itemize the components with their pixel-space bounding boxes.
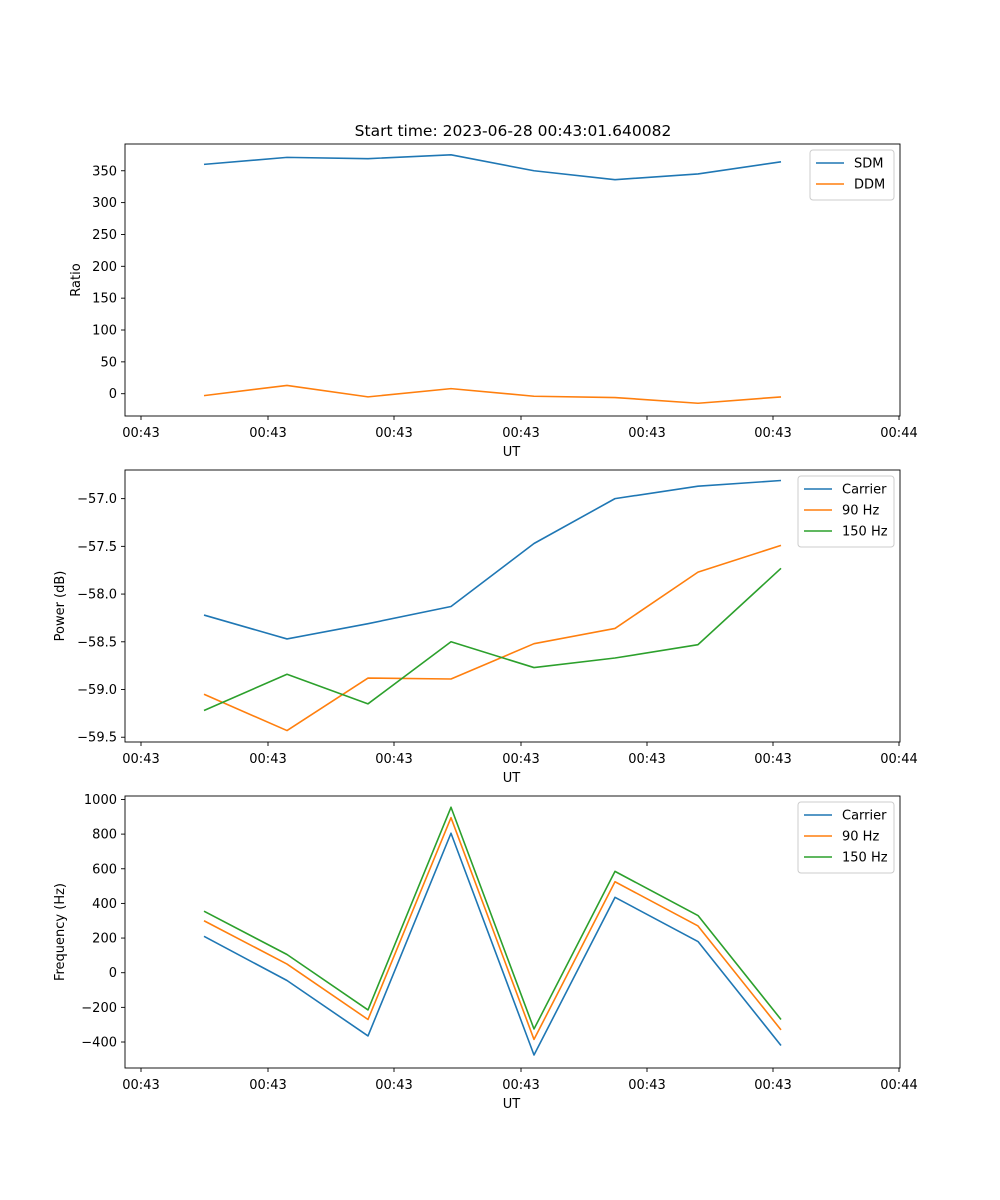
series-line-ddm	[203, 384, 782, 405]
x-tick-label: 00:43	[628, 426, 665, 441]
x-tick-label: 00:44	[880, 426, 917, 441]
series-lines	[203, 479, 782, 732]
x-tick-label: 00:43	[375, 1078, 412, 1093]
y-axis-label: Ratio	[69, 263, 84, 296]
x-tick-label: 00:44	[880, 1078, 917, 1093]
legend-label: Carrier	[842, 483, 887, 498]
y-tick-label: 150	[92, 292, 117, 307]
x-tick-label: 00:43	[249, 1078, 286, 1093]
x-axis-label: UT	[503, 445, 521, 460]
x-tick-label: 00:43	[375, 752, 412, 767]
figure-title: Start time: 2023-06-28 00:43:01.640082	[355, 122, 672, 140]
y-tick-label: −58.0	[77, 588, 117, 603]
series-line-150-hz	[203, 567, 782, 712]
x-tick-label: 00:44	[880, 752, 917, 767]
x-tick-label: 00:43	[502, 426, 539, 441]
y-tick-label: 600	[92, 862, 117, 877]
x-tick-label: 00:43	[628, 752, 665, 767]
y-tick-label: 100	[92, 324, 117, 339]
y-tick-label: −59.0	[77, 683, 117, 698]
legend-label: 150 Hz	[842, 851, 888, 866]
x-tick-label: 00:43	[754, 426, 791, 441]
chart-panel-3: −400 −200 0 200 400 600 800 1000 00:43 00:43 00:43…	[53, 793, 918, 1112]
y-tick-label: 800	[92, 828, 117, 843]
x-tick-label: 00:43	[502, 752, 539, 767]
x-tick-label: 00:43	[122, 1078, 159, 1093]
series-line-90-hz	[203, 544, 782, 732]
legend-label: 150 Hz	[842, 525, 888, 540]
series-lines	[203, 806, 782, 1056]
x-axis-label: UT	[503, 771, 521, 786]
x-axis-label: UT	[503, 1097, 521, 1112]
y-tick-label: 300	[92, 196, 117, 211]
x-tick-label: 00:43	[754, 1078, 791, 1093]
legend-label: DDM	[854, 178, 885, 193]
y-tick-label: −400	[81, 1036, 117, 1051]
y-tick-label: −58.5	[77, 635, 117, 650]
series-line-carrier	[203, 832, 782, 1056]
y-tick-label: 250	[92, 228, 117, 243]
x-tick-label: 00:43	[754, 752, 791, 767]
y-tick-label: 0	[109, 387, 117, 402]
chart-panel-1: 0 50 100 150 200 250 300 350 00:43 00:43 00:43 00:4…	[69, 143, 918, 460]
series-line-90-hz	[203, 816, 782, 1041]
y-tick-label: 350	[92, 164, 117, 179]
legend-label: SDM	[854, 157, 883, 172]
y-tick-label: −59.5	[77, 731, 117, 746]
y-tick-label: 400	[92, 897, 117, 912]
legend-box	[797, 475, 895, 548]
x-tick-label: 00:43	[249, 426, 286, 441]
legend-label: 90 Hz	[842, 504, 879, 519]
plot-frame	[124, 469, 901, 743]
series-line-150-hz	[203, 806, 782, 1030]
x-tick-label: 00:43	[249, 752, 286, 767]
legend: Carrier 90 Hz 150 Hz	[797, 475, 895, 548]
y-axis-label: Frequency (Hz)	[53, 883, 68, 981]
y-tick-label: −57.5	[77, 540, 117, 555]
y-tick-label: 200	[92, 932, 117, 947]
plot-frame	[124, 143, 901, 417]
x-tick-label: 00:43	[628, 1078, 665, 1093]
series-line-carrier	[203, 479, 782, 640]
y-tick-label: 50	[100, 355, 117, 370]
x-tick-label: 00:43	[122, 426, 159, 441]
y-tick-label: 0	[109, 966, 117, 981]
legend-label: Carrier	[842, 809, 887, 824]
x-tick-label: 00:43	[122, 752, 159, 767]
legend-label: 90 Hz	[842, 830, 879, 845]
y-axis-label: Power (dB)	[53, 571, 68, 642]
legend: Carrier 90 Hz 150 Hz	[797, 801, 895, 874]
x-tick-label: 00:43	[502, 1078, 539, 1093]
y-tick-label: −57.0	[77, 492, 117, 507]
legend: SDM DDM	[809, 149, 895, 201]
chart-panel-2: −59.5 −59.0 −58.5 −58.0 −57.5 −57.0 00:43 00:43…	[53, 469, 918, 786]
y-tick-label: 1000	[84, 793, 117, 808]
series-line-sdm	[203, 154, 782, 181]
legend-box	[797, 801, 895, 874]
series-lines	[203, 154, 782, 405]
x-tick-label: 00:43	[375, 426, 412, 441]
y-tick-label: −200	[81, 1001, 117, 1016]
y-tick-label: 200	[92, 260, 117, 275]
plot-frame	[124, 795, 901, 1069]
